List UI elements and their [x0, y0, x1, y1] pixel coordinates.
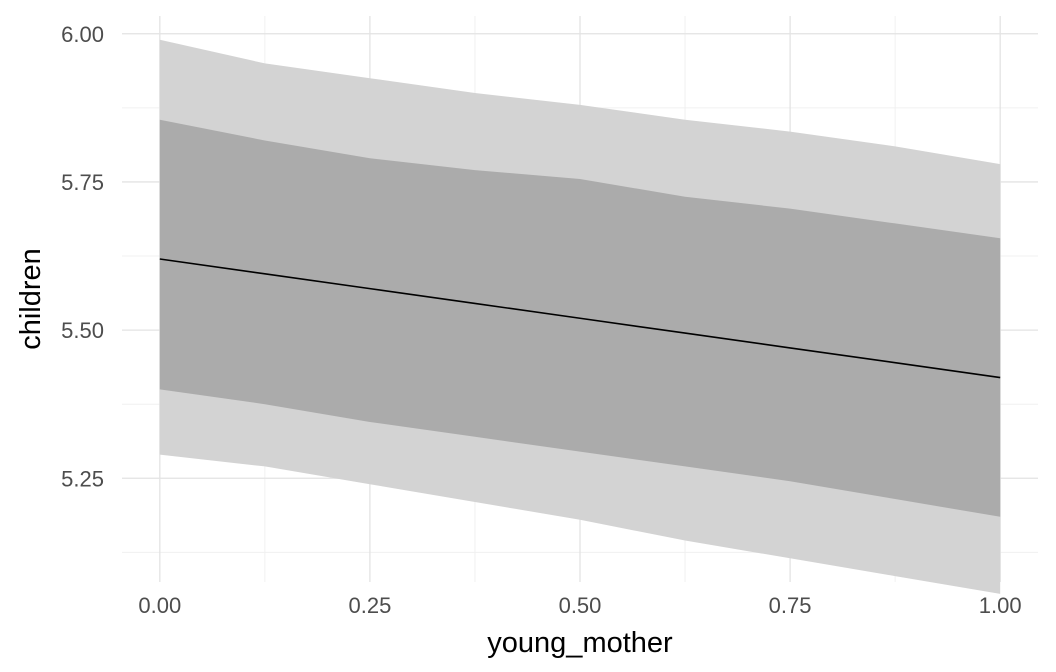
mean-line-group — [159, 258, 1001, 379]
x-tick-label: 0.00 — [138, 593, 181, 618]
x-tick-label: 0.25 — [348, 593, 391, 618]
y-tick-label: 5.50 — [61, 318, 104, 343]
x-tick-label: 0.75 — [769, 593, 812, 618]
y-axis-ticks: 5.25 5.50 5.75 6.00 — [61, 22, 104, 492]
x-axis-title: young_mother — [487, 627, 673, 659]
x-tick-label: 1.00 — [979, 593, 1022, 618]
y-tick-label: 5.25 — [61, 466, 104, 491]
x-tick-label: 0.50 — [559, 593, 602, 618]
y-axis-title: children — [15, 248, 47, 350]
y-tick-label: 6.00 — [61, 22, 104, 47]
interval-bands — [159, 39, 1001, 594]
x-axis-ticks: 0.00 0.25 0.50 0.75 1.00 — [138, 593, 1021, 618]
y-tick-label: 5.75 — [61, 170, 104, 195]
mean-line — [159, 258, 1001, 379]
